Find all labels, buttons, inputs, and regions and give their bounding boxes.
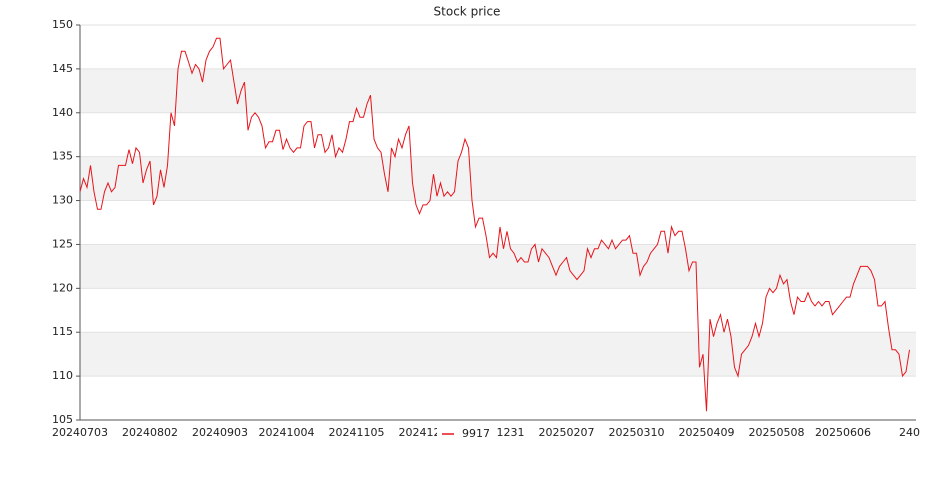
x-tick-label: 20250207 bbox=[539, 426, 595, 439]
x-tick-label: 20250606 bbox=[815, 426, 871, 439]
y-tick-label: 120 bbox=[52, 281, 73, 294]
grid-band bbox=[80, 332, 916, 377]
y-tick-label: 150 bbox=[52, 18, 73, 31]
x-tick-label: 20241105 bbox=[329, 426, 385, 439]
y-tick-label: 145 bbox=[52, 62, 73, 75]
y-tick-label: 125 bbox=[52, 237, 73, 250]
x-tick-label: 20240903 bbox=[192, 426, 248, 439]
y-tick-label: 140 bbox=[52, 106, 73, 119]
y-tick-label: 110 bbox=[52, 369, 73, 382]
legend-box bbox=[437, 426, 497, 442]
y-tick-label: 130 bbox=[52, 194, 73, 207]
y-tick-label: 135 bbox=[52, 150, 73, 163]
price-line bbox=[79, 37, 910, 412]
legend-label: 9917 bbox=[462, 427, 490, 440]
x-tick-label: 240 bbox=[899, 426, 920, 439]
x-tick-label: 20240802 bbox=[122, 426, 178, 439]
x-tick-label: 20240703 bbox=[52, 426, 108, 439]
x-tick-label: 20250409 bbox=[679, 426, 735, 439]
x-tick-label: 20241004 bbox=[259, 426, 315, 439]
grid-band bbox=[80, 244, 916, 289]
grid-band bbox=[80, 156, 916, 201]
chart-title: Stock price bbox=[434, 5, 501, 19]
grid-band bbox=[80, 68, 916, 113]
y-tick-label: 105 bbox=[52, 413, 73, 426]
y-tick-label: 115 bbox=[52, 325, 73, 338]
x-tick-label: 20250310 bbox=[609, 426, 665, 439]
x-tick-label: 20250508 bbox=[749, 426, 805, 439]
